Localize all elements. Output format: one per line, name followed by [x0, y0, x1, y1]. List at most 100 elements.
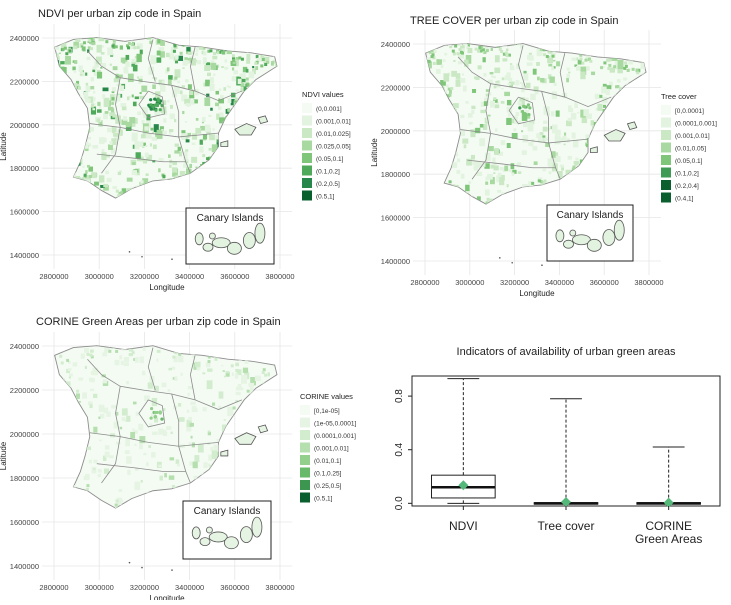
coastal-cell	[234, 97, 238, 101]
zip-cell	[235, 362, 240, 367]
coastal-cell	[232, 58, 236, 62]
coastal-cell	[222, 118, 226, 122]
zip-cell	[599, 94, 603, 98]
zip-cell	[494, 55, 500, 63]
zip-cell	[517, 101, 522, 105]
zip-cell	[181, 85, 185, 88]
zip-cell	[178, 151, 183, 157]
region-border	[508, 96, 536, 125]
zip-cell	[597, 103, 603, 111]
zip-cell	[546, 113, 551, 116]
coastal-cell	[574, 162, 578, 166]
zip-cell	[92, 145, 99, 149]
coastal-cell	[623, 66, 627, 70]
zip-cell	[129, 45, 135, 50]
zip-cell	[93, 393, 98, 398]
canary-island	[569, 229, 577, 237]
zip-cell	[195, 166, 198, 169]
y-tick-label: 2000000	[10, 430, 39, 439]
zip-cell	[581, 114, 588, 124]
zip-cell	[135, 411, 140, 416]
ndvi-map-panel: NDVI per urban zip code in Spain 2800000 3…	[0, 0, 365, 300]
zip-cell	[580, 66, 587, 75]
coastal-cell	[246, 82, 250, 86]
zip-cell	[132, 144, 136, 149]
madrid-cell	[154, 108, 158, 112]
coastal-cell	[202, 161, 206, 165]
zip-cell	[501, 192, 505, 195]
y-tick-label: 1400000	[10, 562, 39, 571]
zip-cell	[640, 62, 646, 69]
zip-cell	[223, 87, 227, 91]
canary-island	[242, 232, 256, 249]
zip-cell	[187, 392, 190, 397]
zip-cell	[470, 154, 475, 160]
coastal-cell	[549, 50, 553, 54]
zip-cell	[162, 408, 166, 412]
zip-cell	[566, 78, 569, 83]
legend-label: (0.1,0.2]	[316, 169, 340, 176]
zip-cell	[521, 150, 527, 155]
coastal-cell	[76, 80, 80, 84]
coastal-cell	[214, 357, 218, 361]
canary-island	[602, 229, 616, 246]
zip-cell	[455, 79, 461, 87]
madrid-cell	[153, 414, 158, 419]
tree-cover-map: TREE COVER per urban zip code in Spain 28…	[370, 15, 717, 298]
zip-cell	[162, 431, 168, 437]
zip-cell	[175, 54, 179, 59]
legend-label: (0.05,0.1]	[316, 156, 344, 163]
zip-cell	[235, 399, 239, 403]
zip-cell	[192, 461, 198, 469]
zip-cell	[79, 73, 83, 76]
zip-cell	[74, 60, 78, 64]
zip-cell	[202, 407, 207, 412]
coastal-cell	[266, 60, 270, 64]
zip-cell	[111, 87, 116, 92]
zip-cell	[109, 455, 114, 459]
zip-cell	[132, 123, 136, 127]
zip-cell	[574, 64, 578, 67]
zip-cell	[429, 49, 434, 54]
zip-cell	[501, 87, 504, 90]
zip-cell	[131, 170, 138, 176]
zip-cell	[485, 181, 489, 185]
zip-cell	[135, 467, 139, 471]
zip-cell	[207, 430, 211, 433]
y-tick-label: 2400000	[381, 40, 410, 49]
zip-cell	[83, 141, 89, 149]
zip-cell	[235, 56, 239, 61]
zip-cell	[484, 163, 490, 169]
zip-cell	[504, 165, 509, 171]
zip-cell	[184, 121, 188, 123]
balearic-island	[220, 449, 229, 457]
zip-cell	[144, 152, 149, 158]
zip-cell	[118, 74, 123, 78]
coastal-cell	[231, 57, 235, 61]
zip-cell	[212, 128, 215, 131]
canary-island	[208, 232, 216, 240]
zip-cell	[93, 468, 96, 470]
map-title: CORINE Green Areas per urban zip code in…	[36, 316, 281, 328]
coastal-cell	[209, 49, 213, 53]
zip-cell	[215, 135, 220, 141]
zip-cell	[221, 66, 224, 69]
coastal-cell	[82, 41, 86, 45]
zip-cell	[616, 79, 621, 83]
legend-label: (0.001,0.01]	[314, 446, 349, 453]
coastal-cell	[88, 174, 92, 178]
zip-cell	[183, 156, 188, 161]
coastal-cell	[246, 389, 250, 393]
zip-cell	[479, 138, 486, 147]
zip-cell	[536, 62, 540, 66]
region-border	[171, 85, 191, 174]
zip-cell	[170, 431, 173, 435]
coastal-cell	[606, 58, 610, 62]
zip-cell	[174, 119, 177, 123]
zip-cell	[134, 481, 141, 490]
zip-cell	[218, 405, 222, 409]
coastal-cell	[587, 58, 591, 62]
zip-cell	[113, 421, 119, 429]
zip-cell	[110, 108, 115, 113]
outlying-point	[141, 566, 143, 569]
